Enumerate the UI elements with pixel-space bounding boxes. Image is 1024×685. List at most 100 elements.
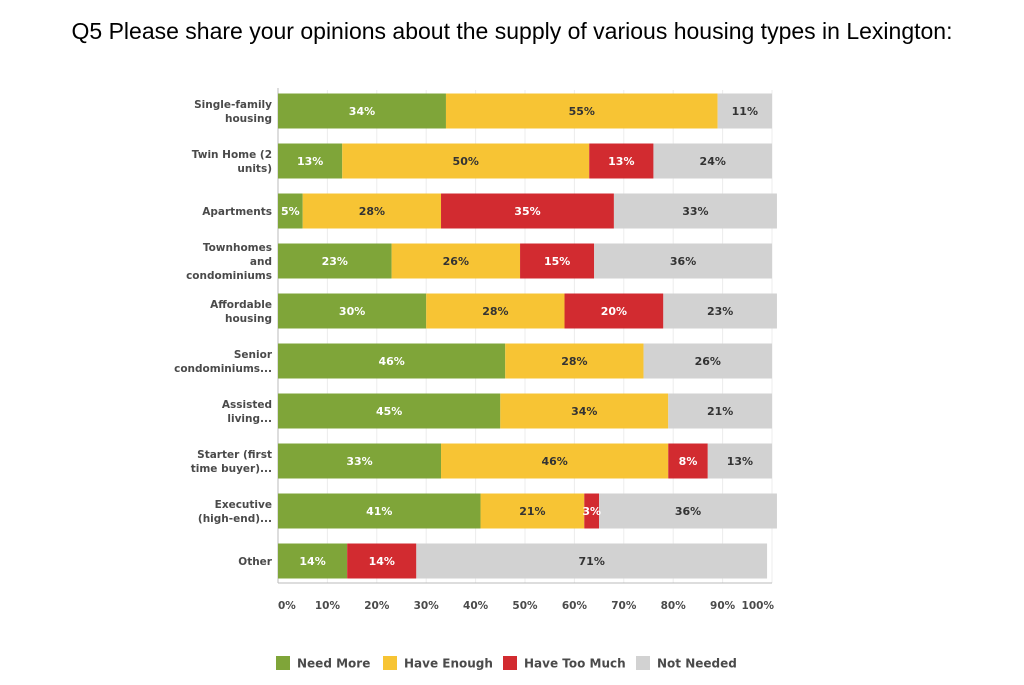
bar-segment-have-enough [441, 443, 669, 479]
bar-segment-not-needed [643, 343, 772, 379]
x-tick-label: 30% [414, 600, 440, 612]
bar-segment-have-enough [505, 343, 644, 379]
data-label: 23% [707, 305, 733, 318]
data-label: 71% [579, 555, 605, 568]
data-label: 15% [544, 255, 570, 268]
bar-segment-need-more [278, 93, 446, 129]
category-label-apartments: Apartments [202, 206, 272, 218]
bar-segment-have-enough [426, 293, 565, 329]
data-label: 50% [453, 155, 479, 168]
data-label: 26% [443, 255, 469, 268]
data-label: 24% [700, 155, 726, 168]
bar-segment-not-needed [663, 293, 777, 329]
category-label-executive-high-end: Executive (high-end)... [198, 499, 272, 525]
bar-segment-have-too-much [668, 443, 708, 479]
bar-segment-not-needed [668, 393, 772, 429]
data-label: 55% [569, 105, 595, 118]
bar-segment-need-more [278, 243, 392, 279]
category-label-twin-home-2-units: Twin Home (2 units) [192, 149, 272, 175]
bar-segment-have-enough [480, 493, 585, 529]
bar-segment-need-more [278, 143, 343, 179]
legend-layer: Need More Have Enough Have Too Much Not Nee… [276, 656, 737, 671]
category-label-assisted-living: Assisted living... [222, 399, 272, 425]
bar-segment-not-needed [717, 93, 772, 129]
data-label: 11% [732, 105, 758, 118]
legend-label-have-too-much: Have Too Much [524, 657, 626, 671]
bar-segment-need-more [278, 493, 481, 529]
data-label: 8% [679, 455, 698, 468]
legend-swatch-not-needed [636, 656, 650, 670]
data-label: 34% [571, 405, 597, 418]
chart-title: Q5 Please share your opinions about the … [71, 18, 953, 44]
data-label: 34% [349, 105, 375, 118]
data-label: 41% [366, 505, 392, 518]
data-label: 21% [707, 405, 733, 418]
bar-segment-not-needed [594, 243, 772, 279]
x-tick-label: 20% [364, 600, 390, 612]
bar-segment-have-too-much [520, 243, 595, 279]
x-tick-label: 60% [562, 600, 588, 612]
legend-label-not-needed: Not Needed [657, 657, 737, 671]
data-label: 46% [378, 355, 404, 368]
category-label-affordable-housing: Affordable housing [210, 299, 272, 325]
data-label: 14% [369, 555, 395, 568]
data-label: 28% [482, 305, 508, 318]
bar-segment-not-needed [613, 193, 777, 229]
bar-segment-need-more [278, 443, 442, 479]
data-label: 13% [727, 455, 753, 468]
data-label: 36% [670, 255, 696, 268]
bar-segment-have-too-much [441, 193, 614, 229]
bar-segment-have-too-much [589, 143, 654, 179]
legend-label-have-enough: Have Enough [404, 657, 493, 671]
x-tick-label: 40% [463, 600, 489, 612]
x-tick-label: 70% [611, 600, 637, 612]
data-label: 28% [561, 355, 587, 368]
x-tick-label: 0% [278, 600, 296, 612]
data-label: 20% [601, 305, 627, 318]
bar-segment-need-more [278, 393, 501, 429]
data-label: 28% [359, 205, 385, 218]
category-label-townhomes-and-condominiums: Townhomes and condominiums [186, 242, 272, 282]
legend-swatch-have-enough [383, 656, 397, 670]
legend-swatch-need-more [276, 656, 290, 670]
data-label: 3% [582, 505, 601, 518]
bar-segment-have-enough [445, 93, 718, 129]
label-layer: 34% 55% 11% 13% 50% 13% 24% 5% 28% 35% 33% 23% 26% 15… [281, 105, 758, 568]
data-label: 45% [376, 405, 402, 418]
bar-segment-need-more [278, 543, 348, 579]
category-label-starter-first-time-buyer: Starter (first time buyer)... [191, 449, 272, 475]
bar-segment-have-enough [342, 143, 590, 179]
category-label-single-family-housing: Single-family housing [194, 99, 272, 125]
data-label: 14% [299, 555, 325, 568]
data-label: 13% [297, 155, 323, 168]
bar-segment-have-too-much [347, 543, 417, 579]
bar-segment-have-too-much [564, 293, 664, 329]
bar-segment-not-needed [416, 543, 768, 579]
bar-segment-not-needed [653, 143, 772, 179]
data-label: 5% [281, 205, 300, 218]
data-label: 33% [682, 205, 708, 218]
x-tick-label: 80% [661, 600, 687, 612]
x-tick-label: 90% [710, 600, 736, 612]
data-label: 26% [695, 355, 721, 368]
x-tick-label: 10% [315, 600, 341, 612]
data-label: 23% [322, 255, 348, 268]
bar-segment-need-more [278, 293, 427, 329]
data-label: 35% [514, 205, 540, 218]
legend-label-need-more: Need More [297, 657, 370, 671]
x-tick-label: 50% [512, 600, 538, 612]
bar-segment-have-enough [391, 243, 521, 279]
bar-segment-not-needed [599, 493, 777, 529]
data-label: 30% [339, 305, 365, 318]
bar-segment-have-too-much [584, 493, 600, 529]
data-label: 33% [346, 455, 372, 468]
data-label: 36% [675, 505, 701, 518]
data-label: 21% [519, 505, 545, 518]
category-label-other: Other [238, 556, 273, 568]
bar-layer [278, 93, 777, 579]
bar-segment-have-enough [500, 393, 669, 429]
data-label: 46% [541, 455, 567, 468]
legend-swatch-have-too-much [503, 656, 517, 670]
bar-segment-have-enough [302, 193, 442, 229]
